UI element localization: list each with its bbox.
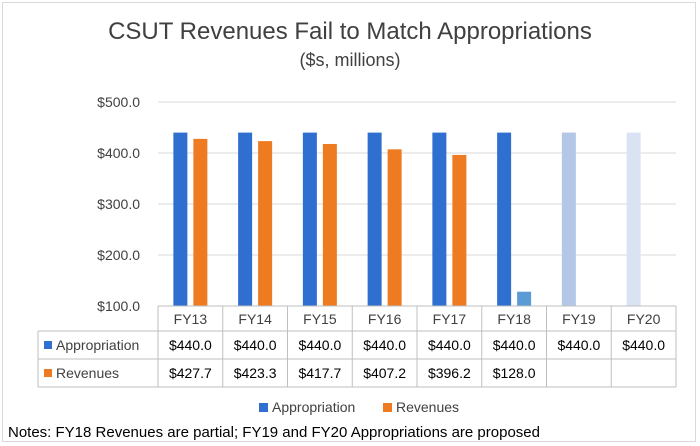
table-legend-swatch	[44, 341, 52, 349]
legend-label-revenues: Revenues	[396, 399, 459, 415]
data-label: $440.0	[428, 337, 471, 353]
data-label: $427.7	[169, 365, 212, 381]
appropriation-bar	[561, 132, 576, 306]
revenue-bar	[322, 143, 337, 306]
chart-title: CSUT Revenues Fail to Match Appropriatio…	[108, 18, 592, 45]
appropriation-bar	[367, 132, 382, 306]
appropriation-bar	[173, 132, 188, 306]
appropriation-bar	[497, 132, 512, 306]
legend-swatch-revenues	[383, 403, 392, 412]
x-tick-label: FY17	[433, 311, 467, 327]
data-label: $440.0	[363, 337, 406, 353]
x-tick-label: FY13	[174, 311, 208, 327]
data-label: $440.0	[234, 337, 277, 353]
appropriation-bar	[432, 132, 447, 306]
data-label: $440.0	[557, 337, 600, 353]
y-tick-label: $500.0	[97, 94, 140, 110]
revenue-bar	[452, 154, 467, 306]
x-tick-label: FY19	[562, 311, 596, 327]
y-tick-label: $100.0	[97, 298, 140, 314]
notes-text: Notes: FY18 Revenues are partial; FY19 a…	[8, 424, 540, 441]
table-row-label: Appropriation	[56, 337, 139, 353]
data-label: $440.0	[298, 337, 341, 353]
y-tick-label: $300.0	[97, 196, 140, 212]
revenue-bar	[387, 149, 402, 306]
y-tick-label: $400.0	[97, 145, 140, 161]
revenue-bar	[193, 138, 208, 306]
revenue-bar	[517, 291, 532, 306]
data-label: $128.0	[493, 365, 536, 381]
y-tick-label: $200.0	[97, 247, 140, 263]
data-label: $440.0	[493, 337, 536, 353]
data-label: $396.2	[428, 365, 471, 381]
data-label: $440.0	[169, 337, 212, 353]
chart-frame	[2, 2, 696, 442]
revenue-bar	[258, 141, 273, 306]
appropriation-bar	[302, 132, 317, 306]
appropriation-bar	[626, 132, 641, 306]
data-label: $417.7	[298, 365, 341, 381]
appropriation-bar	[238, 132, 253, 306]
table-legend-swatch	[44, 369, 52, 377]
x-tick-label: FY20	[627, 311, 661, 327]
table-row-label: Revenues	[56, 365, 119, 381]
legend-label-appropriation: Appropriation	[272, 399, 355, 415]
x-tick-label: FY14	[238, 311, 272, 327]
x-tick-label: FY15	[303, 311, 337, 327]
data-label: $423.3	[234, 365, 277, 381]
x-tick-label: FY16	[368, 311, 402, 327]
x-tick-label: FY18	[497, 311, 531, 327]
data-label: $407.2	[363, 365, 406, 381]
chart-subtitle: ($s, millions)	[299, 50, 401, 70]
data-label: $440.0	[622, 337, 665, 353]
legend-swatch-appropriation	[259, 403, 268, 412]
